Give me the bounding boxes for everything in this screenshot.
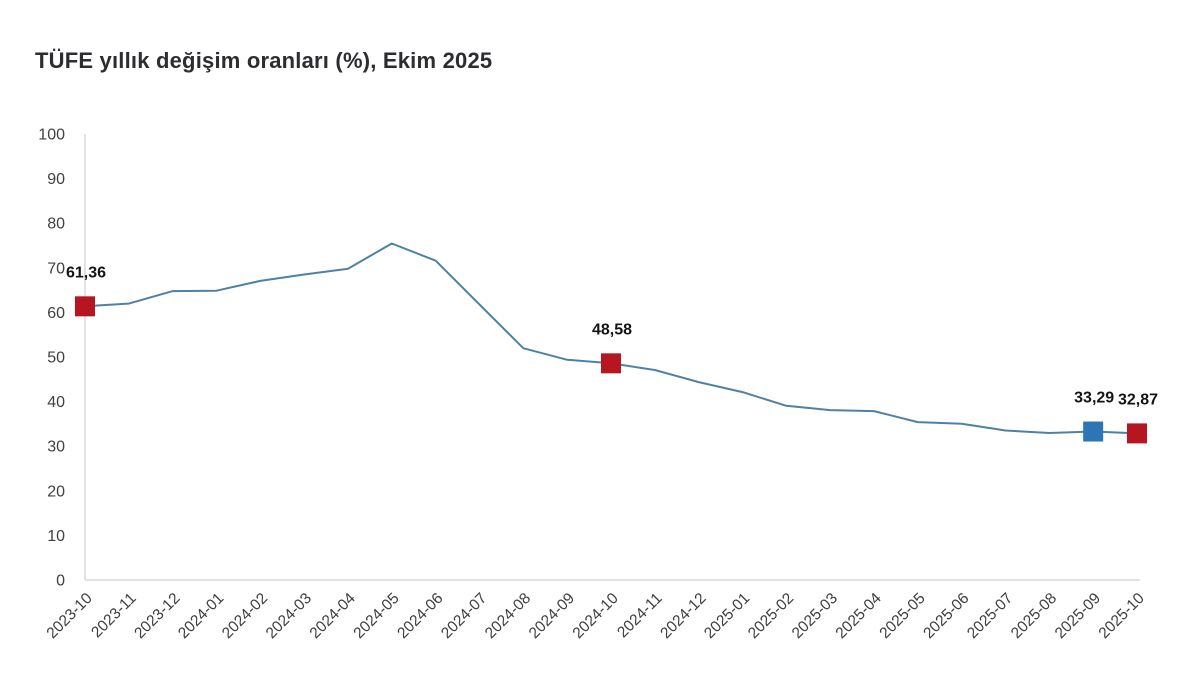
marker-2025-10 [1127,423,1147,444]
data-label-2024-10: 48,58 [592,321,632,338]
x-axis-tick-label: 2024-07 [438,590,490,642]
x-axis-tick-label: 2024-11 [614,590,665,641]
y-axis-tick-label: 0 [56,573,65,590]
x-axis-tick-label: 2024-06 [394,590,446,642]
x-axis-tick-label: 2025-09 [1052,590,1104,642]
x-axis-tick-label: 2023-11 [88,590,139,641]
x-axis-tick-label: 2024-04 [307,590,360,643]
x-axis-tick-label: 2023-10 [44,590,97,643]
y-axis-tick-label: 90 [47,171,65,188]
x-axis-tick-label: 2025-01 [701,590,753,642]
x-axis-tick-label: 2025-07 [964,590,1016,642]
x-axis-tick-label: 2024-10 [570,590,623,643]
x-axis-tick-label: 2025-02 [745,590,797,642]
x-axis-tick-label: 2025-10 [1096,590,1149,643]
y-axis-tick-label: 30 [47,439,65,456]
marker-2023-10 [75,296,95,317]
marker-2025-09 [1083,421,1104,442]
x-axis-tick-label: 2025-06 [920,590,972,642]
x-axis-tick-label: 2024-09 [526,590,578,642]
y-axis-tick-label: 10 [47,528,65,545]
marker-2024-10 [601,353,621,374]
y-axis-tick-label: 50 [47,350,65,367]
y-axis-tick-label: 60 [47,305,65,322]
x-axis-tick-label: 2024-01 [175,590,227,642]
x-axis-tick-label: 2025-03 [789,590,841,642]
data-label-2025-10: 32,87 [1118,391,1158,408]
x-axis-tick-label: 2024-08 [482,590,534,642]
y-axis-tick-label: 100 [38,127,65,144]
x-axis-tick-label: 2024-12 [657,590,709,642]
x-axis-tick-label: 2025-04 [833,590,886,643]
x-axis-tick-label: 2024-03 [263,590,315,642]
y-axis-tick-label: 80 [47,216,65,233]
x-axis-tick-label: 2024-02 [219,590,271,642]
y-axis-tick-label: 40 [47,394,65,411]
series-line [84,242,1138,435]
data-label-2025-09: 33,29 [1074,390,1114,407]
x-axis-tick-label: 2025-05 [876,590,928,642]
x-axis-tick-label: 2025-08 [1008,590,1060,642]
chart-title: TÜFE yıllık değişim oranları (%), Ekim 2… [35,48,493,73]
x-axis-tick-label: 2023-12 [131,590,183,642]
data-label-2023-10: 61,36 [66,264,106,281]
y-axis-tick-label: 70 [47,260,65,277]
x-axis-tick-label: 2024-05 [350,590,402,642]
y-axis-tick-label: 20 [47,483,65,500]
